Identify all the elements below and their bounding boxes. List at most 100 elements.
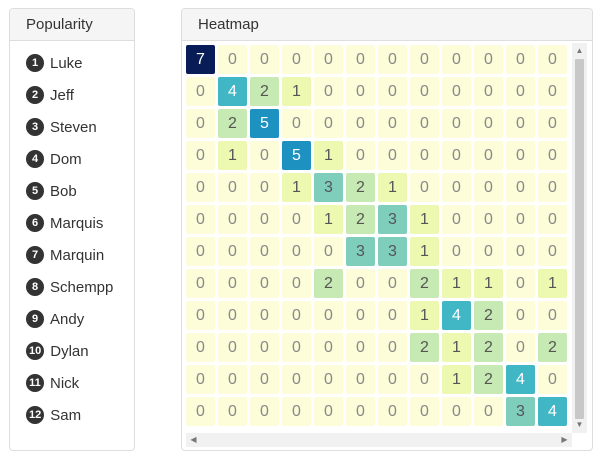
heatmap-cell[interactable]: 0 <box>250 45 279 74</box>
heatmap-cell[interactable]: 0 <box>250 173 279 202</box>
heatmap-cell[interactable]: 2 <box>474 365 503 394</box>
heatmap-cell[interactable]: 3 <box>378 205 407 234</box>
heatmap-cell[interactable]: 0 <box>250 365 279 394</box>
heatmap-cell[interactable]: 0 <box>378 365 407 394</box>
heatmap-cell[interactable]: 0 <box>314 397 343 426</box>
popularity-item[interactable]: 10 Dylan <box>26 335 89 367</box>
heatmap-cell[interactable]: 0 <box>282 205 311 234</box>
heatmap-cell[interactable]: 3 <box>314 173 343 202</box>
heatmap-cell[interactable]: 0 <box>250 141 279 170</box>
heatmap-cell[interactable]: 0 <box>218 397 247 426</box>
heatmap-cell[interactable]: 0 <box>346 269 375 298</box>
heatmap-cell[interactable]: 0 <box>218 269 247 298</box>
heatmap-cell[interactable]: 1 <box>282 77 311 106</box>
heatmap-cell[interactable]: 1 <box>410 205 439 234</box>
heatmap-cell[interactable]: 1 <box>314 205 343 234</box>
heatmap-cell[interactable]: 0 <box>538 173 567 202</box>
heatmap-cell[interactable]: 0 <box>506 109 535 138</box>
heatmap-cell[interactable]: 0 <box>282 109 311 138</box>
heatmap-cell[interactable]: 0 <box>474 237 503 266</box>
heatmap-cell[interactable]: 5 <box>250 109 279 138</box>
heatmap-cell[interactable]: 0 <box>474 173 503 202</box>
heatmap-cell[interactable]: 0 <box>506 237 535 266</box>
popularity-item[interactable]: 2 Jeff <box>26 79 74 111</box>
heatmap-cell[interactable]: 0 <box>186 333 215 362</box>
heatmap-cell[interactable]: 1 <box>442 269 471 298</box>
heatmap-cell[interactable]: 0 <box>314 77 343 106</box>
heatmap-cell[interactable]: 0 <box>346 333 375 362</box>
heatmap-cell[interactable]: 2 <box>314 269 343 298</box>
heatmap-cell[interactable]: 0 <box>218 205 247 234</box>
heatmap-cell[interactable]: 0 <box>282 397 311 426</box>
heatmap-cell[interactable]: 0 <box>250 205 279 234</box>
heatmap-cell[interactable]: 0 <box>282 45 311 74</box>
vertical-scroll-thumb[interactable] <box>575 59 584 419</box>
heatmap-cell[interactable]: 0 <box>538 141 567 170</box>
popularity-item[interactable]: 1 Luke <box>26 47 83 79</box>
heatmap-cell[interactable]: 0 <box>538 237 567 266</box>
heatmap-cell[interactable]: 0 <box>186 365 215 394</box>
heatmap-cell[interactable]: 2 <box>250 77 279 106</box>
heatmap-cell[interactable]: 0 <box>346 45 375 74</box>
heatmap-cell[interactable]: 3 <box>346 237 375 266</box>
heatmap-cell[interactable]: 4 <box>218 77 247 106</box>
heatmap-cell[interactable]: 0 <box>474 397 503 426</box>
heatmap-cell[interactable]: 2 <box>218 109 247 138</box>
vertical-scrollbar[interactable]: ▲ ▼ <box>572 43 587 433</box>
heatmap-cell[interactable]: 0 <box>410 109 439 138</box>
scroll-right-icon[interactable]: ▶ <box>561 435 568 444</box>
heatmap-cell[interactable]: 2 <box>474 301 503 330</box>
heatmap-cell[interactable]: 0 <box>442 77 471 106</box>
heatmap-cell[interactable]: 0 <box>378 397 407 426</box>
heatmap-cell[interactable]: 0 <box>506 333 535 362</box>
heatmap-cell[interactable]: 7 <box>186 45 215 74</box>
heatmap-cell[interactable]: 0 <box>474 109 503 138</box>
heatmap-cell[interactable]: 0 <box>186 205 215 234</box>
heatmap-cell[interactable]: 0 <box>314 301 343 330</box>
heatmap-cell[interactable]: 0 <box>538 205 567 234</box>
heatmap-cell[interactable]: 0 <box>538 45 567 74</box>
heatmap-cell[interactable]: 0 <box>218 237 247 266</box>
heatmap-cell[interactable]: 0 <box>410 45 439 74</box>
popularity-item[interactable]: 8 Schempp <box>26 271 113 303</box>
heatmap-cell[interactable]: 0 <box>186 109 215 138</box>
heatmap-cell[interactable]: 0 <box>346 109 375 138</box>
heatmap-cell[interactable]: 4 <box>506 365 535 394</box>
heatmap-cell[interactable]: 0 <box>442 397 471 426</box>
heatmap-cell[interactable]: 0 <box>442 109 471 138</box>
heatmap-cell[interactable]: 0 <box>346 141 375 170</box>
heatmap-cell[interactable]: 1 <box>282 173 311 202</box>
heatmap-cell[interactable]: 2 <box>410 269 439 298</box>
heatmap-cell[interactable]: 0 <box>250 397 279 426</box>
heatmap-cell[interactable]: 3 <box>506 397 535 426</box>
heatmap-cell[interactable]: 0 <box>378 77 407 106</box>
heatmap-cell[interactable]: 0 <box>474 141 503 170</box>
heatmap-cell[interactable]: 0 <box>506 269 535 298</box>
heatmap-cell[interactable]: 0 <box>218 301 247 330</box>
heatmap-cell[interactable]: 0 <box>378 141 407 170</box>
scroll-left-icon[interactable]: ◀ <box>190 435 197 444</box>
heatmap-cell[interactable]: 0 <box>506 77 535 106</box>
heatmap-cell[interactable]: 0 <box>186 77 215 106</box>
heatmap-cell[interactable]: 0 <box>282 333 311 362</box>
heatmap-cell[interactable]: 0 <box>282 237 311 266</box>
heatmap-cell[interactable]: 0 <box>442 237 471 266</box>
heatmap-cell[interactable]: 0 <box>506 173 535 202</box>
heatmap-cell[interactable]: 0 <box>538 365 567 394</box>
heatmap-cell[interactable]: 0 <box>250 301 279 330</box>
heatmap-cell[interactable]: 2 <box>346 173 375 202</box>
heatmap-cell[interactable]: 0 <box>538 109 567 138</box>
popularity-item[interactable]: 4 Dom <box>26 143 82 175</box>
heatmap-cell[interactable]: 0 <box>282 301 311 330</box>
heatmap-cell[interactable]: 1 <box>378 173 407 202</box>
heatmap-cell[interactable]: 1 <box>442 333 471 362</box>
heatmap-cell[interactable]: 0 <box>506 205 535 234</box>
popularity-item[interactable]: 9 Andy <box>26 303 84 335</box>
heatmap-cell[interactable]: 0 <box>442 173 471 202</box>
heatmap-cell[interactable]: 3 <box>378 237 407 266</box>
heatmap-cell[interactable]: 0 <box>442 205 471 234</box>
heatmap-cell[interactable]: 0 <box>218 333 247 362</box>
heatmap-cell[interactable]: 0 <box>186 173 215 202</box>
heatmap-cell[interactable]: 1 <box>410 237 439 266</box>
heatmap-cell[interactable]: 0 <box>410 173 439 202</box>
